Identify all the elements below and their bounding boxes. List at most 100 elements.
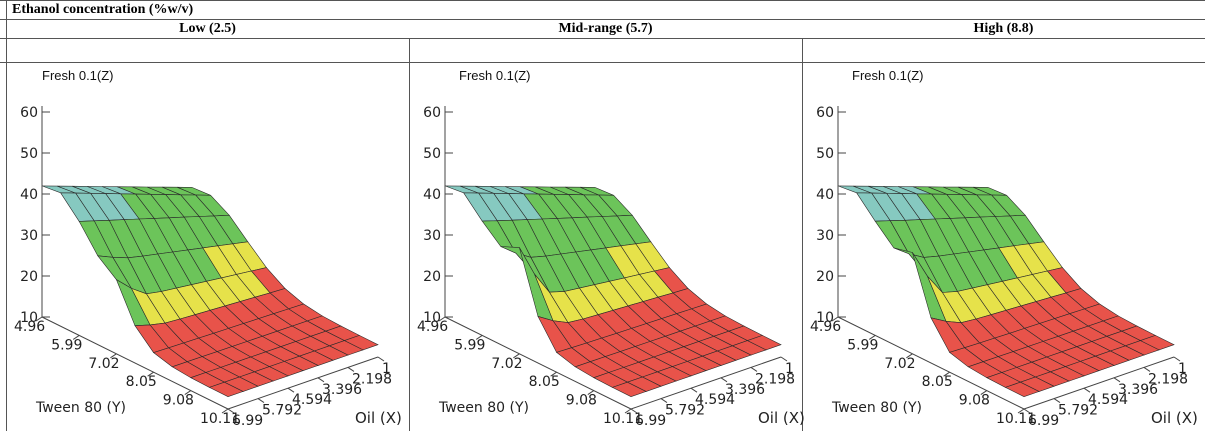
z-tick-label: 10 bbox=[20, 310, 38, 326]
y-tick bbox=[475, 334, 483, 340]
y-tick bbox=[1017, 408, 1025, 414]
x-tick-label: 1 bbox=[382, 361, 391, 377]
y-tick-label: 5.99 bbox=[454, 337, 485, 353]
table-border-top bbox=[0, 0, 1205, 1]
x-axis-line bbox=[630, 356, 782, 410]
surface-plot-low: Fresh 0.1(Z) 60 50 40 30 20 10 4.96 5.99 7.02 8.0… bbox=[8, 62, 403, 431]
x-tick bbox=[1053, 398, 1061, 404]
x-axis-label: Oil (X) bbox=[1151, 409, 1198, 427]
surface-cell bbox=[611, 381, 647, 398]
z-axis-title: Fresh 0.1(Z) bbox=[42, 68, 114, 83]
x-tick-label: 1 bbox=[1178, 361, 1187, 377]
y-tick-label: 7.02 bbox=[88, 356, 119, 372]
x-tick bbox=[227, 408, 235, 414]
x-tick-label: 2.198 bbox=[755, 371, 795, 387]
x-tick-label: 3.396 bbox=[1118, 382, 1158, 398]
x-tick-label: 6.99 bbox=[232, 413, 263, 429]
surface-cell bbox=[208, 381, 244, 398]
z-tick-label: 60 bbox=[423, 105, 441, 121]
y-tick-label: 9.08 bbox=[959, 393, 990, 409]
y-tick bbox=[221, 408, 229, 414]
x-tick bbox=[1113, 377, 1121, 383]
z-tick-label: 20 bbox=[423, 269, 441, 285]
z-tick-label: 20 bbox=[816, 269, 834, 285]
surface-cell bbox=[1004, 381, 1040, 398]
x-tick bbox=[690, 387, 698, 393]
x-tick bbox=[660, 398, 668, 404]
x-tick bbox=[1143, 366, 1151, 372]
y-tick-label: 8.05 bbox=[126, 374, 157, 390]
z-tick-label: 40 bbox=[20, 187, 38, 203]
z-tick-label: 30 bbox=[816, 228, 834, 244]
z-tick-label: 10 bbox=[423, 310, 441, 326]
x-tick-label: 6.99 bbox=[1028, 413, 1059, 429]
x-tick-label: 6.99 bbox=[635, 413, 666, 429]
y-tick bbox=[438, 316, 446, 322]
table-divider-1 bbox=[409, 38, 410, 431]
x-tick-label: 2.198 bbox=[1148, 371, 1188, 387]
z-tick-label: 60 bbox=[20, 105, 38, 121]
x-tick-label: 5.792 bbox=[665, 403, 705, 419]
surface-plot-mid: Fresh 0.1(Z) 60 50 40 30 20 10 4.96 5.99 7.02 8.0… bbox=[411, 62, 806, 431]
y-tick-label: 4.96 bbox=[810, 319, 841, 335]
y-tick bbox=[184, 390, 192, 396]
y-tick-label: 5.99 bbox=[847, 337, 878, 353]
z-tick-label: 40 bbox=[816, 187, 834, 203]
table-rule-body bbox=[0, 62, 1205, 63]
y-tick-label: 4.96 bbox=[14, 319, 45, 335]
z-tick-label: 10 bbox=[816, 310, 834, 326]
y-tick bbox=[513, 353, 520, 359]
x-tick bbox=[630, 408, 638, 414]
x-tick bbox=[780, 356, 788, 362]
table-divider-2 bbox=[802, 38, 803, 431]
z-axis-title: Fresh 0.1(Z) bbox=[459, 68, 531, 83]
y-tick-label: 10.11 bbox=[603, 411, 643, 427]
z-tick-label: 30 bbox=[20, 228, 38, 244]
y-tick bbox=[35, 316, 43, 322]
y-tick bbox=[72, 334, 80, 340]
x-tick-label: 3.396 bbox=[322, 382, 362, 398]
table-title: Ethanol concentration (%w/v) bbox=[12, 2, 194, 17]
y-axis-label: Tween 80 (Y) bbox=[35, 400, 126, 416]
x-tick bbox=[750, 366, 758, 372]
y-tick-label: 4.96 bbox=[417, 319, 448, 335]
x-tick-label: 4.594 bbox=[292, 392, 332, 408]
column-header-mid: Mid-range (5.7) bbox=[558, 21, 653, 36]
y-tick bbox=[550, 371, 557, 377]
y-tick bbox=[831, 316, 839, 322]
y-tick bbox=[906, 353, 913, 359]
x-tick-label: 2.198 bbox=[352, 371, 392, 387]
surface-plot-svg: 60 50 40 30 20 104.96 5.99 7.02 8.05 9.08 10.116.9… bbox=[810, 105, 1198, 429]
x-tick bbox=[347, 366, 355, 372]
y-tick-label: 9.08 bbox=[566, 393, 597, 409]
z-tick-label: 60 bbox=[816, 105, 834, 121]
y-axis-line bbox=[41, 316, 229, 410]
y-axis-label: Tween 80 (Y) bbox=[831, 400, 922, 416]
x-tick bbox=[287, 387, 295, 393]
x-tick-label: 1 bbox=[785, 361, 794, 377]
column-header-low: Low (2.5) bbox=[179, 21, 236, 36]
y-axis-line bbox=[837, 316, 1025, 410]
table-border-left bbox=[6, 0, 7, 431]
x-tick-label: 5.792 bbox=[1058, 403, 1098, 419]
x-axis-line bbox=[227, 356, 379, 410]
z-tick-label: 50 bbox=[20, 146, 38, 162]
x-tick-label: 4.594 bbox=[695, 392, 735, 408]
y-tick-label: 5.99 bbox=[51, 337, 82, 353]
z-tick-label: 50 bbox=[816, 146, 834, 162]
y-tick bbox=[147, 371, 154, 377]
y-tick bbox=[587, 390, 595, 396]
table-rule-header bbox=[0, 38, 1205, 39]
table-rule-title bbox=[0, 19, 1205, 20]
surface-plot-svg: 60 50 40 30 20 104.96 5.99 7.02 8.05 9.08 10.116.9… bbox=[14, 105, 402, 429]
y-tick bbox=[110, 353, 117, 359]
x-tick bbox=[257, 398, 265, 404]
z-tick-label: 30 bbox=[423, 228, 441, 244]
y-tick bbox=[943, 371, 950, 377]
x-tick bbox=[1023, 408, 1031, 414]
y-tick-label: 7.02 bbox=[884, 356, 915, 372]
y-tick-label: 8.05 bbox=[922, 374, 953, 390]
x-tick bbox=[1083, 387, 1091, 393]
x-tick bbox=[1173, 356, 1181, 362]
y-tick bbox=[980, 390, 988, 396]
